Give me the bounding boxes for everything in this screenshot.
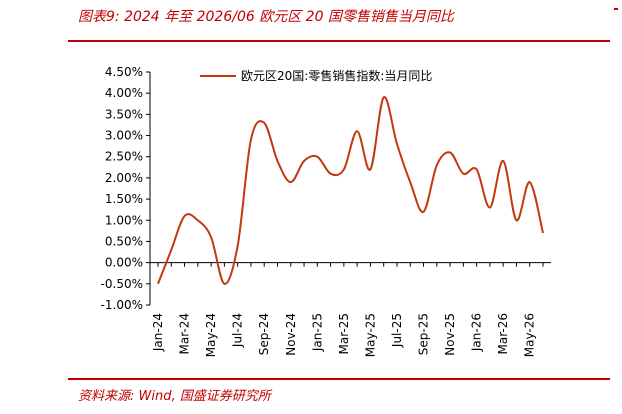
figure-title: 图表9: 2024 年至 2026/06 欧元区 20 国零售销售当月同比 [78, 9, 454, 25]
y-tick-label: 3.50% [105, 107, 143, 121]
x-tick-label: Nov-25 [443, 313, 457, 356]
y-tick-label: -0.50% [101, 277, 143, 291]
y-tick-label: 4.50% [105, 65, 143, 79]
x-tick-label: May-26 [523, 313, 537, 357]
x-tick-label: Sep-25 [417, 313, 431, 355]
y-tick-label: 2.50% [105, 150, 143, 164]
x-tick-label: Mar-25 [337, 313, 351, 354]
y-tick-label: 1.00% [105, 213, 143, 227]
y-tick-label: -1.00% [101, 298, 143, 312]
legend: 欧元区20国:零售销售指数:当月同比 [200, 68, 432, 83]
top-divider [68, 40, 610, 42]
y-tick-label: 0.50% [105, 234, 143, 248]
x-tick-label: Jul-25 [390, 313, 404, 348]
x-tick-label: May-24 [204, 313, 218, 357]
y-axis: 4.50% 4.00% 3.50% 3.00% 2.50% 2.00% 1.50% 1.00%… [101, 65, 151, 312]
line-chart: 4.50% 4.00% 3.50% 3.00% 2.50% 2.00% 1.50% 1.00%… [101, 65, 551, 357]
series-layer [157, 96, 544, 285]
x-tick-label: Mar-24 [178, 313, 192, 354]
x-tick-label: Nov-24 [284, 313, 298, 356]
x-tick-label: Jan-26 [470, 313, 484, 352]
x-tick-label: May-25 [363, 313, 377, 357]
x-tick-label: Mar-26 [496, 313, 510, 354]
y-tick-label: 2.00% [105, 171, 143, 185]
y-tick-label: 1.50% [105, 192, 143, 206]
bottom-divider [68, 378, 610, 380]
edge-mark-top [614, 8, 618, 10]
x-tick-label: Jan-25 [310, 313, 324, 352]
x-tick-label: Jan-24 [151, 313, 165, 352]
y-tick-label: 4.00% [105, 86, 143, 100]
source-note: 资料来源: Wind, 国盛证券研究所 [78, 389, 271, 404]
legend-label: 欧元区20国:零售销售指数:当月同比 [241, 68, 432, 83]
x-axis: Jan-24 Mar-24 May-24 Jul-24 Sep-24 Nov-24 Jan-… [150, 262, 551, 357]
x-tick-label: Jul-24 [231, 313, 245, 348]
y-tick-label: 0.00% [105, 256, 143, 270]
x-tick-label: Sep-24 [257, 313, 271, 355]
y-tick-label: 3.00% [105, 129, 143, 143]
series-line [157, 96, 544, 285]
